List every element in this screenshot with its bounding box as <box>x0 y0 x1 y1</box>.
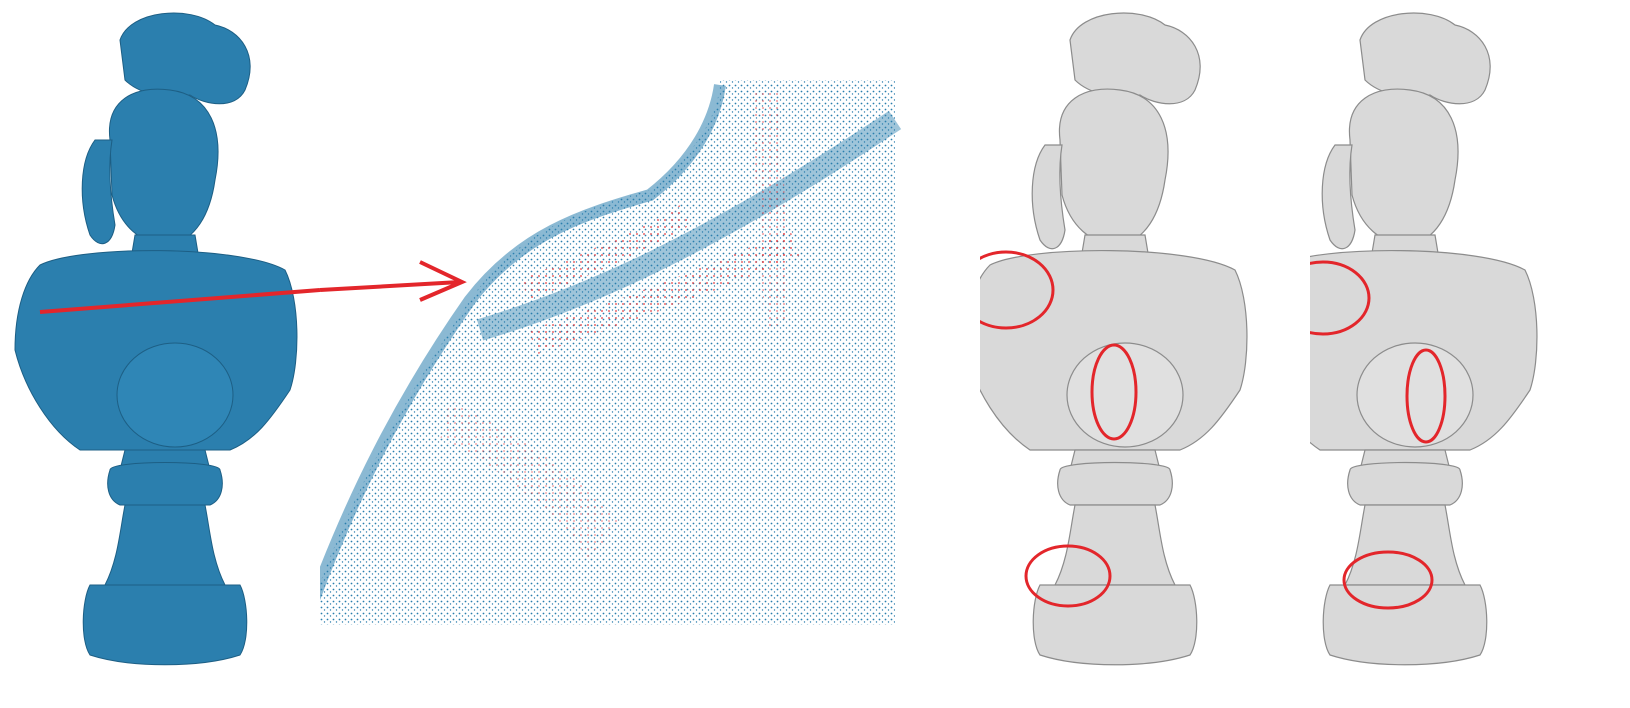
section-line <box>39 288 320 314</box>
pedestal-ring <box>1347 461 1463 506</box>
pedestal-base <box>1032 584 1198 666</box>
mesh-result-b-panel <box>1310 0 1630 708</box>
pedestal-ring <box>107 462 223 506</box>
ponytail <box>1321 144 1356 250</box>
chest <box>1356 342 1474 448</box>
hair-bun <box>119 12 251 105</box>
head <box>108 88 219 246</box>
hair-bun <box>1359 12 1491 105</box>
mesh-result-a-image <box>980 12 1248 666</box>
outlier-cluster-right <box>750 90 790 330</box>
pedestal-base <box>1322 584 1488 666</box>
highlight-pedestal <box>1342 550 1434 610</box>
zoomed-point-cloud-image <box>320 80 902 625</box>
head <box>1058 88 1169 246</box>
pedestal-ring <box>1057 461 1173 506</box>
highlight-chest <box>1405 348 1447 444</box>
chest <box>116 342 234 448</box>
bust-point-cloud-panel <box>0 0 320 708</box>
mesh-result-a-panel <box>980 0 1300 708</box>
pedestal-column <box>1344 504 1466 586</box>
highlight-shoulder <box>1310 260 1371 336</box>
point-cloud-region <box>320 80 895 625</box>
highlight-chest <box>1090 343 1138 441</box>
highlight-shoulder <box>980 250 1055 330</box>
outlier-cluster-lower <box>440 400 620 560</box>
zoomed-detail-panel <box>320 0 940 708</box>
pedestal-base <box>82 584 248 666</box>
callout-arrow-shaft <box>320 280 461 292</box>
arrow-icon <box>419 260 467 302</box>
head <box>1348 88 1459 246</box>
mesh-result-b-image <box>1310 12 1538 666</box>
dense-edge-band <box>320 84 726 601</box>
hair-bun <box>1069 12 1201 105</box>
highlight-pedestal <box>1024 544 1112 608</box>
ponytail <box>81 139 116 245</box>
ponytail <box>1031 144 1066 250</box>
bust-point-cloud-image <box>14 12 320 666</box>
ridge-band <box>476 110 902 341</box>
outlier-cluster-ridge <box>530 230 800 355</box>
outlier-cluster-upper <box>520 205 690 300</box>
pedestal-column <box>104 504 226 586</box>
